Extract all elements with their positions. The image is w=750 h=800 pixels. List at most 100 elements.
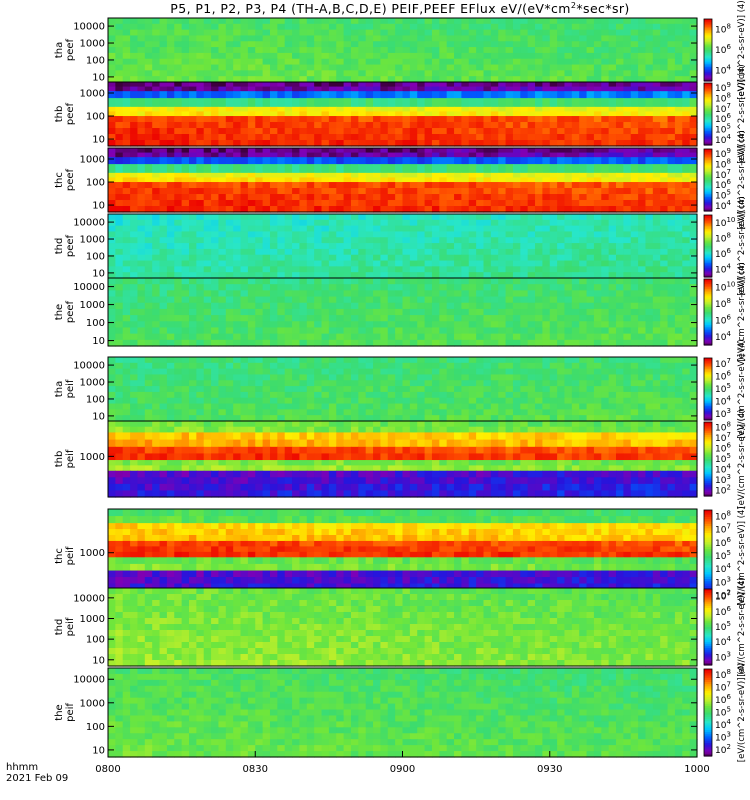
heatmap-cell — [196, 254, 205, 262]
heatmap-cell — [682, 52, 691, 60]
heatmap-cell — [667, 248, 676, 256]
heatmap-cell — [336, 35, 345, 42]
heatmap-cell — [269, 106, 278, 113]
heatmap-cell — [240, 194, 249, 201]
heatmap-cell — [431, 64, 440, 71]
heatmap-cell — [314, 140, 323, 147]
heatmap-cell — [660, 111, 669, 117]
heatmap-cell — [601, 41, 610, 48]
heatmap-cell — [166, 182, 175, 189]
heatmap-cell — [490, 148, 499, 154]
heatmap-cell — [174, 172, 183, 179]
heatmap-cell — [358, 296, 367, 304]
heatmap-cell — [468, 272, 477, 279]
heatmap-cell — [630, 157, 639, 165]
heatmap-cell — [108, 231, 116, 238]
heatmap-cell — [682, 140, 691, 147]
colorbar-unit-label: [eV/(cm^2-s-sr-eV)] (4) — [737, 196, 747, 295]
heatmap-cell — [218, 52, 227, 60]
heatmap-cell — [674, 272, 683, 279]
heatmap-cell — [454, 219, 462, 227]
heatmap-cell — [667, 98, 676, 108]
heatmap-cell — [461, 266, 470, 273]
heatmap-cell — [181, 272, 190, 279]
heatmap-cell — [682, 164, 691, 174]
heatmap-cell — [623, 357, 632, 364]
heatmap-cell — [608, 157, 617, 165]
heatmap-cell — [623, 47, 632, 54]
heatmap-cell — [218, 327, 227, 335]
heatmap-cell — [682, 116, 691, 123]
heatmap-cell — [527, 134, 536, 141]
colorbar-swatch — [704, 308, 712, 311]
colorbar-swatch — [704, 207, 712, 211]
heatmap-cell — [446, 357, 455, 364]
heatmap-cell — [122, 327, 131, 335]
heatmap-cell — [579, 157, 588, 165]
heatmap-cell — [608, 272, 617, 279]
heatmap-cell — [152, 278, 161, 285]
heatmap-cell — [652, 219, 661, 227]
heatmap-cell — [689, 219, 698, 227]
heatmap-cell — [277, 157, 286, 165]
heatmap-cell — [137, 333, 146, 341]
heatmap-cell — [314, 98, 323, 108]
heatmap-cell — [130, 122, 139, 129]
heatmap-cell — [292, 41, 301, 48]
heatmap-cell — [255, 157, 264, 165]
heatmap-cell — [505, 206, 514, 213]
heatmap-cell — [255, 333, 264, 341]
heatmap-cell — [638, 98, 647, 108]
heatmap-cell — [218, 333, 227, 341]
heatmap-cell — [159, 116, 168, 123]
heatmap-cell — [306, 278, 315, 285]
colorbar-swatch — [704, 143, 712, 146]
heatmap-cell — [373, 327, 382, 335]
heatmap-cell — [380, 200, 389, 207]
heatmap-cell — [350, 82, 359, 88]
heatmap-cell — [122, 260, 131, 267]
heatmap-cell — [262, 254, 271, 262]
heatmap-cell — [468, 200, 477, 207]
colorbar-swatch — [704, 320, 712, 323]
heatmap-cell — [196, 188, 205, 195]
heatmap-cell — [152, 374, 161, 381]
heatmap-cell — [571, 368, 580, 376]
heatmap-cell — [645, 134, 654, 141]
heatmap-cell — [387, 374, 396, 381]
heatmap-cell — [490, 157, 499, 165]
heatmap-cell — [535, 333, 543, 341]
heatmap-cell — [520, 52, 529, 60]
heatmap-cell — [365, 231, 374, 238]
heatmap-cell — [365, 52, 374, 60]
heatmap-cell — [247, 357, 256, 364]
heatmap-cell — [122, 177, 131, 183]
heatmap-cell — [505, 23, 514, 31]
heatmap-cell — [439, 82, 448, 88]
heatmap-cell — [122, 64, 131, 71]
heatmap-cell — [188, 362, 197, 370]
heatmap-cell — [292, 82, 301, 88]
colorbar-swatch — [704, 178, 712, 181]
heatmap-cell — [586, 86, 595, 92]
heatmap-cell — [638, 260, 647, 267]
heatmap-cell — [152, 333, 161, 341]
heatmap-cell — [152, 164, 161, 174]
heatmap-cell — [674, 315, 683, 322]
heatmap-cell — [402, 64, 411, 71]
heatmap-cell — [593, 58, 602, 66]
heatmap-cell — [395, 321, 404, 329]
heatmap-cell — [181, 86, 190, 92]
heatmap-cell — [174, 111, 183, 117]
heatmap-cell — [225, 231, 234, 238]
heatmap-cell — [277, 52, 286, 60]
heatmap-cell — [343, 219, 352, 227]
heatmap-cell — [645, 164, 654, 174]
heatmap-cell — [292, 327, 301, 335]
heatmap-cell — [122, 296, 131, 304]
heatmap-cell — [314, 116, 323, 123]
heatmap-cell — [225, 278, 234, 285]
colorbar-swatch — [704, 92, 712, 95]
heatmap-cell — [211, 41, 220, 48]
heatmap-cell — [483, 35, 492, 42]
